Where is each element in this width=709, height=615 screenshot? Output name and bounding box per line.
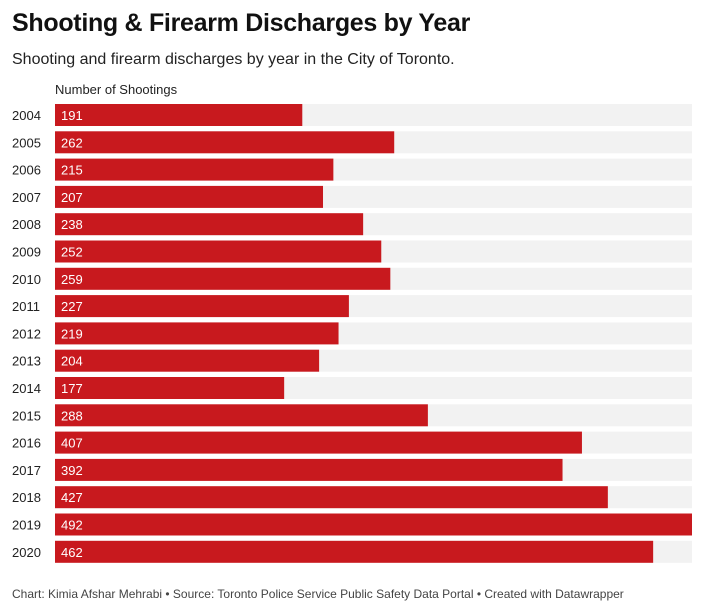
bar-2016	[55, 431, 582, 454]
bar-chart: 2004 191 2005 262 2006 215 2007 207 2008 238 2009 2…	[12, 104, 692, 563]
value-label-2006: 215	[61, 163, 83, 178]
bar-2010	[55, 267, 391, 290]
column-header: Number of Shootings	[55, 82, 178, 97]
y-tick-label-2012: 2012	[12, 326, 41, 341]
bar-2015	[55, 404, 428, 427]
bar-2012	[55, 322, 339, 345]
y-tick-label-2017: 2017	[12, 463, 41, 478]
value-label-2015: 288	[61, 408, 83, 423]
y-tick-label-2007: 2007	[12, 190, 41, 205]
chart-title: Shooting & Firearm Discharges by Year	[12, 9, 471, 37]
value-label-2011: 227	[61, 299, 83, 314]
value-label-2014: 177	[61, 381, 83, 396]
value-label-2004: 191	[61, 108, 83, 123]
value-label-2007: 207	[61, 190, 83, 205]
bar-2009	[55, 240, 382, 263]
y-tick-label-2014: 2014	[12, 381, 41, 396]
value-label-2005: 262	[61, 135, 83, 150]
y-tick-label-2018: 2018	[12, 490, 41, 505]
bar-2005	[55, 131, 395, 154]
bar-2008	[55, 213, 364, 236]
y-tick-label-2010: 2010	[12, 272, 41, 287]
y-tick-label-2009: 2009	[12, 245, 41, 260]
bar-2011	[55, 295, 349, 318]
chart-footer: Chart: Kimia Afshar Mehrabi • Source: To…	[12, 587, 624, 601]
y-tick-label-2019: 2019	[12, 518, 41, 533]
bar-2018	[55, 486, 608, 509]
y-tick-label-2011: 2011	[12, 299, 40, 314]
value-label-2010: 259	[61, 272, 83, 287]
value-label-2020: 462	[61, 545, 83, 560]
y-tick-label-2015: 2015	[12, 408, 41, 423]
bar-2020	[55, 540, 654, 563]
bar-2017	[55, 458, 563, 481]
bar-2019	[55, 513, 692, 536]
bar-2004	[55, 104, 303, 126]
value-label-2012: 219	[61, 326, 83, 341]
y-tick-label-2006: 2006	[12, 163, 41, 178]
value-label-2008: 238	[61, 217, 83, 232]
y-tick-label-2008: 2008	[12, 217, 41, 232]
value-label-2018: 427	[61, 490, 83, 505]
y-tick-label-2013: 2013	[12, 354, 41, 369]
y-tick-label-2016: 2016	[12, 436, 41, 451]
chart-subtitle: Shooting and firearm discharges by year …	[12, 51, 455, 68]
bar-2014	[55, 377, 285, 399]
value-label-2013: 204	[61, 354, 83, 369]
bar-2007	[55, 185, 324, 208]
value-label-2019: 492	[61, 518, 83, 533]
y-tick-label-2005: 2005	[12, 135, 41, 150]
bar-2013	[55, 349, 320, 372]
bar-2006	[55, 158, 334, 181]
value-label-2017: 392	[61, 463, 83, 478]
y-tick-label-2004: 2004	[12, 108, 41, 123]
y-tick-label-2020: 2020	[12, 545, 41, 560]
value-label-2009: 252	[61, 245, 83, 260]
value-label-2016: 407	[61, 436, 83, 451]
